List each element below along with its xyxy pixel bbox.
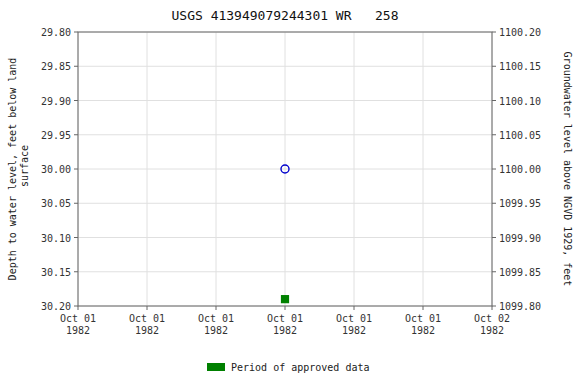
y-tick <box>74 306 78 307</box>
y2-tick <box>492 237 496 238</box>
chart: 29.80 29.85 29.90 29.95 30.00 30.05 30.10 30.15… <box>0 0 576 384</box>
y-tick-label: 29.95 <box>41 130 71 141</box>
legend-swatch <box>207 363 225 371</box>
x-tick-label: Oct 011982 <box>267 313 303 336</box>
y-tick <box>74 32 78 33</box>
y2-tick <box>492 306 496 307</box>
y-tick <box>74 169 78 170</box>
y-tick-label: 29.90 <box>41 96 71 107</box>
x-tick-label: Oct 021982 <box>474 313 510 336</box>
y-tick-label: 29.85 <box>41 61 71 72</box>
grid-line-x <box>285 32 286 306</box>
y2-tick <box>492 66 496 67</box>
title: USGS 413949079244301 WR 258 <box>172 8 399 23</box>
x-tick-label: Oct 011982 <box>198 313 234 336</box>
y-tick <box>74 134 78 135</box>
x-tick-label: Oct 011982 <box>336 313 372 336</box>
y-tick <box>74 237 78 238</box>
y-tick <box>74 100 78 101</box>
marks <box>281 165 289 303</box>
x-tick <box>147 306 148 310</box>
y2-tick <box>492 32 496 33</box>
y-axis-label: Depth to water level, feet below land su… <box>7 58 30 281</box>
y2-tick-label: 1100.05 <box>499 130 541 141</box>
y2-tick <box>492 169 496 170</box>
y-tick <box>74 66 78 67</box>
x-tick <box>354 306 355 310</box>
x-tick <box>216 306 217 310</box>
y2-tick-label: 1100.00 <box>499 164 541 175</box>
y2-tick <box>492 100 496 101</box>
x-tick-label: Oct 011982 <box>129 313 165 336</box>
y-tick <box>74 271 78 272</box>
x-tick-label: Oct 011982 <box>60 313 96 336</box>
y-tick-label: 30.10 <box>41 233 71 244</box>
grid-line-x <box>423 32 424 306</box>
y2-tick-label: 1100.20 <box>499 27 541 38</box>
grid-line-x <box>216 32 217 306</box>
point <box>281 165 289 173</box>
y2-tick <box>492 203 496 204</box>
grid-line-x <box>354 32 355 306</box>
y2-tick-label: 1100.15 <box>499 61 541 72</box>
x-tick <box>285 306 286 310</box>
y2-tick-label: 1100.10 <box>499 96 541 107</box>
point <box>282 296 289 303</box>
y2-tick-label: 1099.85 <box>499 267 541 278</box>
y2-tick <box>492 134 496 135</box>
x-tick <box>492 306 493 310</box>
legend-label: Period of approved data <box>231 362 369 373</box>
plot-frame <box>78 32 492 306</box>
x-tick <box>78 306 79 310</box>
y-tick-label: 30.05 <box>41 198 71 209</box>
y-tick-label: 30.15 <box>41 267 71 278</box>
grid-line-x <box>147 32 148 306</box>
x-tick-label: Oct 011982 <box>405 313 441 336</box>
y-tick-label: 30.20 <box>41 301 71 312</box>
y2-tick <box>492 271 496 272</box>
y-tick <box>74 203 78 204</box>
y2-tick-label: 1099.80 <box>499 301 541 312</box>
x-tick <box>423 306 424 310</box>
y2-tick-label: 1099.95 <box>499 198 541 209</box>
y-tick-label: 30.00 <box>41 164 71 175</box>
y2-tick-label: 1099.90 <box>499 233 541 244</box>
y-tick-label: 29.80 <box>41 27 71 38</box>
y2-axis-label: Groundwater level above NGVD 1929, feet <box>562 52 573 287</box>
